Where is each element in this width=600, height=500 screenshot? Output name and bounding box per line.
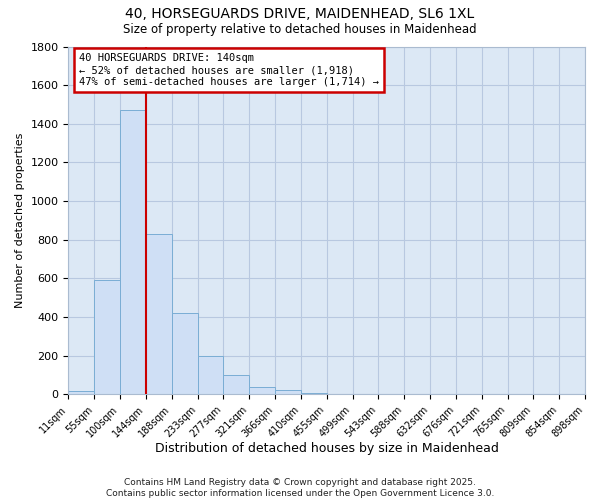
Text: Size of property relative to detached houses in Maidenhead: Size of property relative to detached ho…: [123, 22, 477, 36]
Bar: [301, 392, 327, 394]
Y-axis label: Number of detached properties: Number of detached properties: [15, 133, 25, 308]
Text: 40, HORSEGUARDS DRIVE, MAIDENHEAD, SL6 1XL: 40, HORSEGUARDS DRIVE, MAIDENHEAD, SL6 1…: [125, 8, 475, 22]
Text: 40 HORSEGUARDS DRIVE: 140sqm
← 52% of detached houses are smaller (1,918)
47% of: 40 HORSEGUARDS DRIVE: 140sqm ← 52% of de…: [79, 54, 379, 86]
Bar: [68, 390, 94, 394]
Bar: [223, 375, 249, 394]
Bar: [249, 387, 275, 394]
Bar: [120, 110, 146, 395]
Text: Contains HM Land Registry data © Crown copyright and database right 2025.
Contai: Contains HM Land Registry data © Crown c…: [106, 478, 494, 498]
Bar: [275, 390, 301, 394]
Bar: [172, 314, 197, 394]
Bar: [146, 234, 172, 394]
X-axis label: Distribution of detached houses by size in Maidenhead: Distribution of detached houses by size …: [155, 442, 499, 455]
Bar: [94, 280, 120, 394]
Bar: [197, 356, 223, 395]
